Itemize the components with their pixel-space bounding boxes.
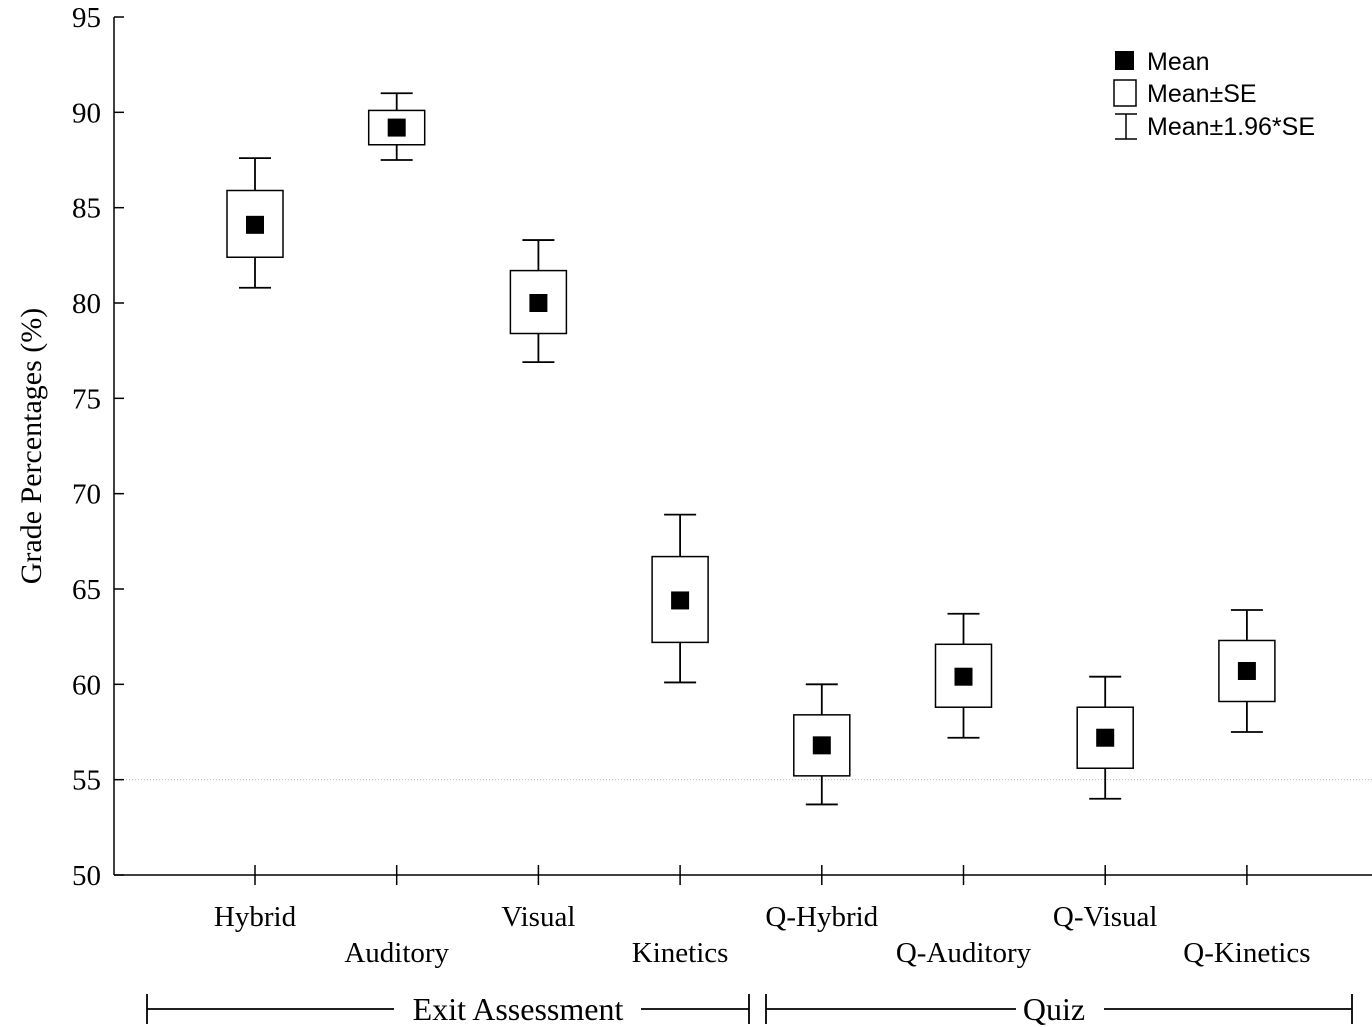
y-tick-label: 85 <box>72 193 101 225</box>
mean-marker <box>671 591 690 610</box>
mean-marker <box>1096 728 1115 747</box>
box-q-hybrid <box>793 683 851 806</box>
y-tick-label: 90 <box>72 97 101 129</box>
x-category-label: Q-Kinetics <box>1183 937 1310 969</box>
box-q-visual <box>1076 675 1134 800</box>
x-ticks: Hybrid Auditory Visual Kinetics Q-Hybrid Q-Au… <box>214 865 1311 969</box>
y-tick-label: 50 <box>72 860 101 892</box>
x-category-label: Auditory <box>344 937 449 969</box>
legend-whisker-marker <box>1115 113 1137 140</box>
box-kinetics <box>651 513 709 684</box>
mean-marker <box>1237 661 1256 680</box>
box-q-kinetics <box>1218 609 1276 733</box>
x-category-label: Q-Visual <box>1053 901 1158 933</box>
legend-se-label: Mean±SE <box>1147 80 1257 108</box>
x-category-label: Visual <box>501 901 575 933</box>
y-axis-label: Grade Percentages (%) <box>15 308 48 585</box>
y-tick-label: 95 <box>72 2 101 34</box>
x-category-label: Kinetics <box>632 937 729 969</box>
group-quiz: Quiz <box>765 991 1353 1027</box>
legend: Mean Mean±SE Mean±1.96*SE <box>1113 48 1315 141</box>
mean-marker <box>812 736 831 755</box>
box-hybrid <box>226 157 284 289</box>
box-visual <box>509 239 568 364</box>
mean-marker <box>387 118 406 137</box>
legend-se-marker <box>1113 79 1137 107</box>
y-tick-label: 65 <box>72 574 101 606</box>
y-ticks: 50 55 60 65 70 75 80 85 90 95 <box>72 2 124 892</box>
y-tick-label: 60 <box>72 669 101 701</box>
y-tick-label: 55 <box>72 765 101 797</box>
axes <box>113 17 1372 876</box>
plot-boxes <box>226 92 1276 806</box>
group-brackets: Exit Assessment Quiz <box>146 991 1353 1027</box>
y-tick-label: 75 <box>72 383 101 415</box>
group-label: Exit Assessment <box>413 991 624 1027</box>
box-auditory <box>367 92 426 161</box>
x-category-label: Q-Auditory <box>896 937 1032 969</box>
mean-marker <box>529 294 548 312</box>
x-category-label: Q-Hybrid <box>765 901 878 933</box>
y-tick-label: 80 <box>72 288 101 320</box>
mean-marker <box>954 667 973 686</box>
group-label: Quiz <box>1023 991 1085 1027</box>
legend-mean-marker <box>1115 51 1134 70</box>
y-tick-label: 70 <box>72 479 101 511</box>
legend-whisker-label: Mean±1.96*SE <box>1147 113 1315 141</box>
mean-marker <box>246 215 264 234</box>
legend-mean-label: Mean <box>1147 48 1210 76</box>
x-category-label: Hybrid <box>214 901 297 933</box>
box-q-auditory <box>934 612 993 739</box>
group-exit-assessment: Exit Assessment <box>146 991 750 1027</box>
